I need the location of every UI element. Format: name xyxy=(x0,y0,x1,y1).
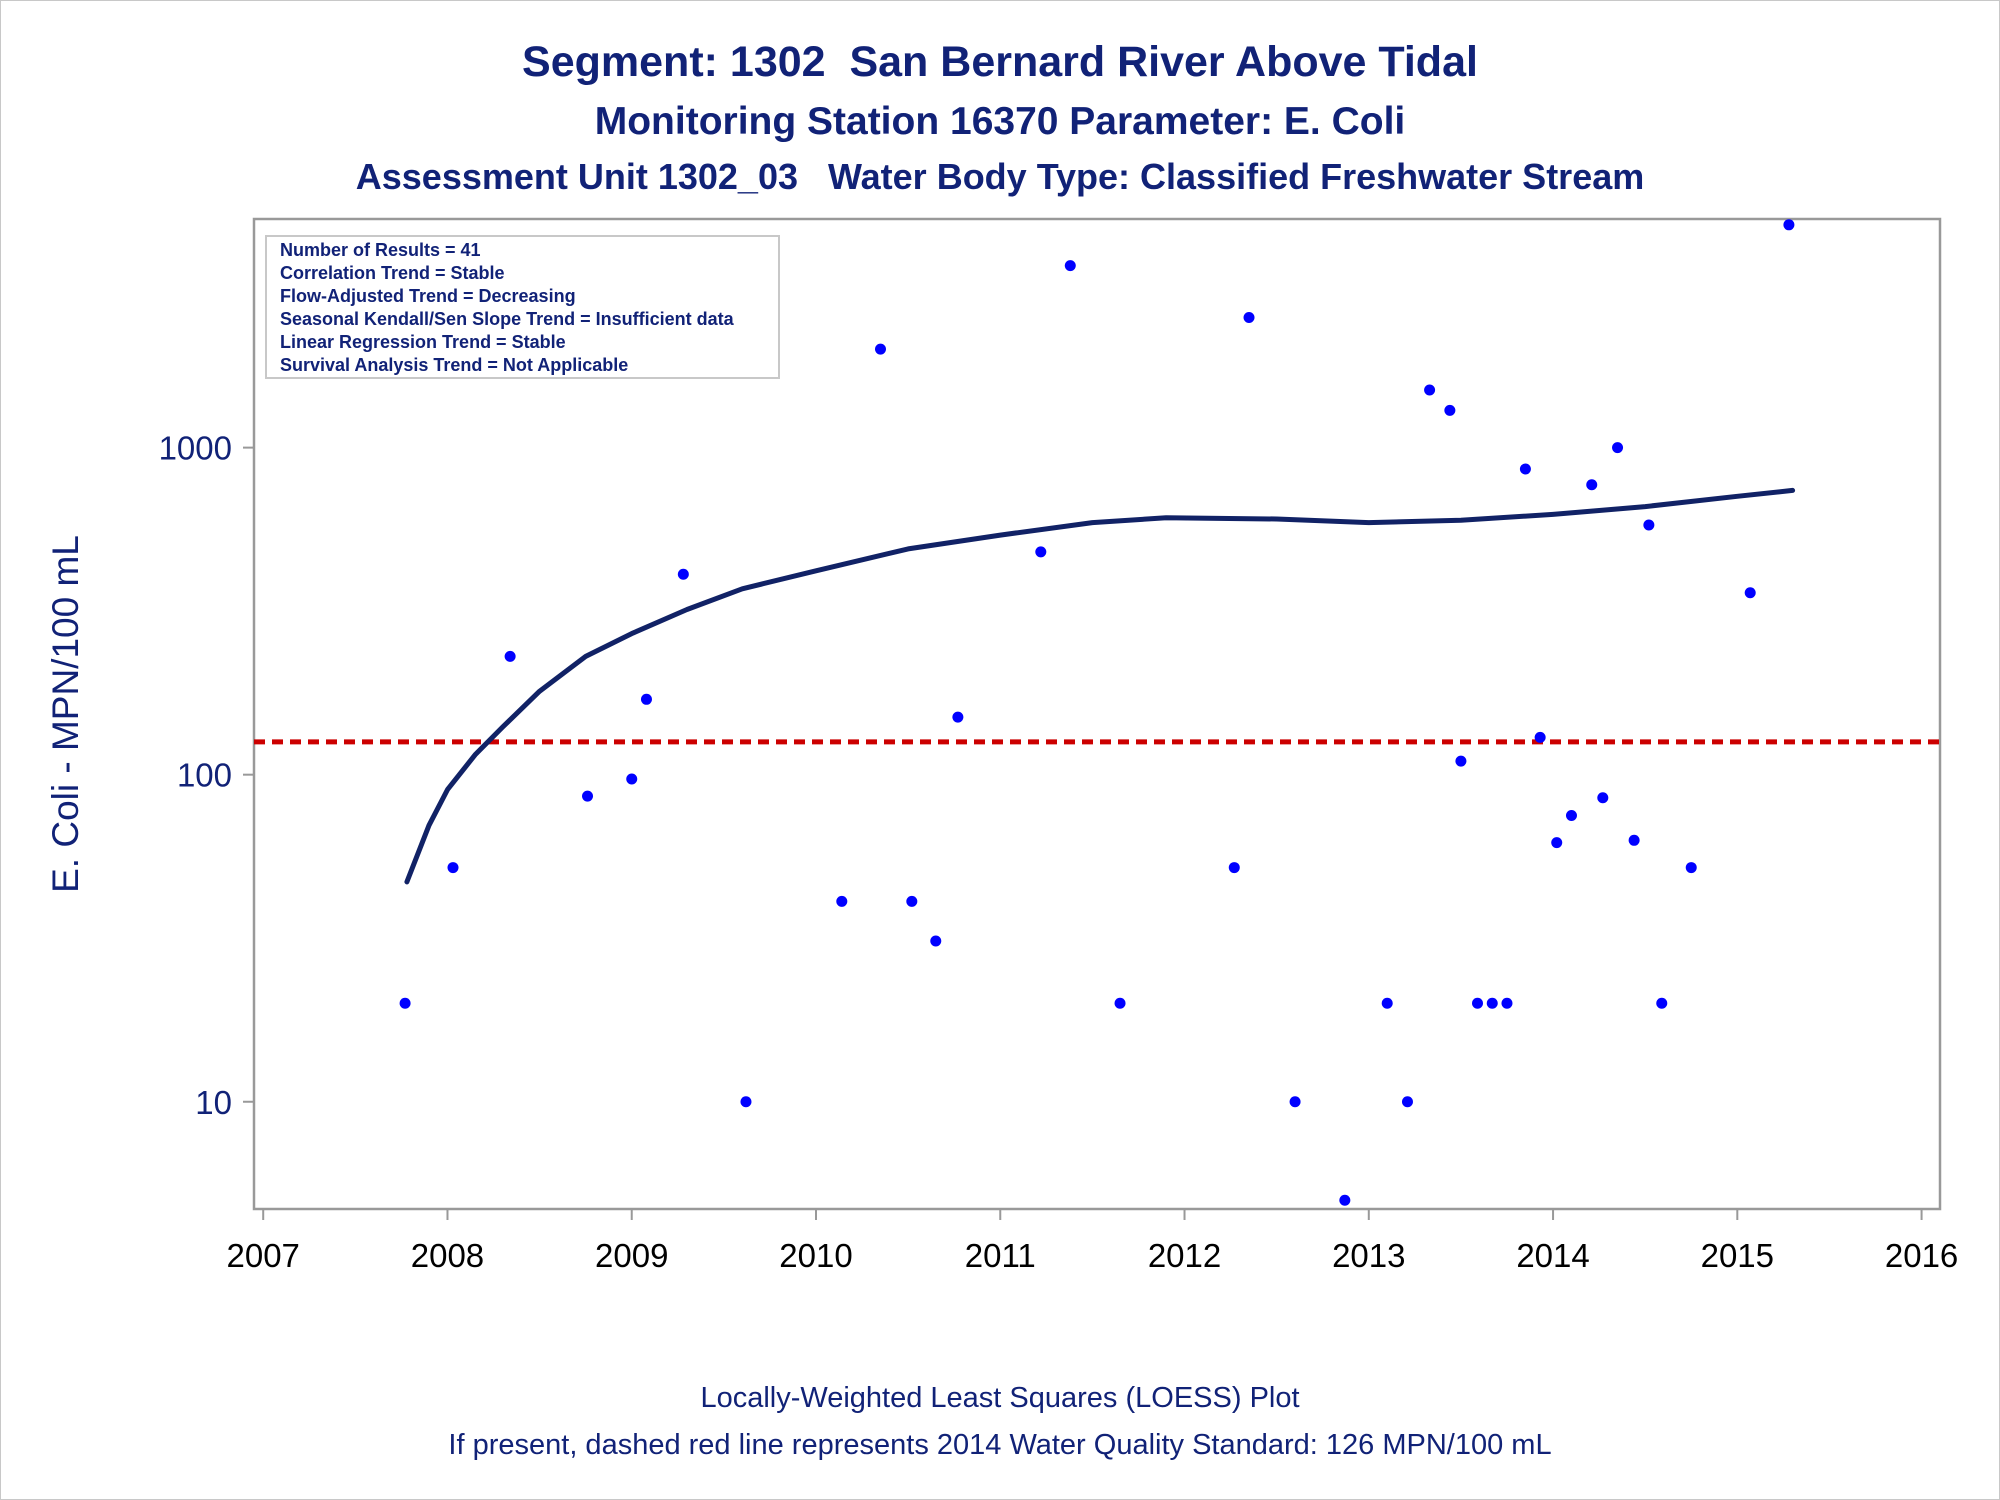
stats-box xyxy=(265,235,780,379)
data-point xyxy=(874,343,886,355)
stats-box-line: Number of Results = 41 xyxy=(280,240,481,260)
data-point xyxy=(582,790,594,802)
data-point xyxy=(1289,1096,1301,1108)
data-point xyxy=(504,650,516,662)
data-point xyxy=(1243,311,1255,323)
data-point xyxy=(1744,587,1756,599)
y-tick-label: 100 xyxy=(177,757,232,794)
data-point xyxy=(930,935,942,947)
data-point xyxy=(447,862,459,874)
y-tick-label: 10 xyxy=(195,1084,232,1121)
data-point xyxy=(1501,997,1513,1009)
data-point xyxy=(1064,260,1076,272)
data-point xyxy=(1444,404,1456,416)
y-tick-label: 1000 xyxy=(159,430,232,467)
data-point xyxy=(952,711,964,723)
chart-title: Segment: 1302 San Bernard River Above Ti… xyxy=(522,38,1478,86)
data-point xyxy=(1643,519,1655,531)
x-tick-label: 2011 xyxy=(965,1237,1036,1274)
data-point xyxy=(1612,442,1624,454)
data-point xyxy=(626,773,638,785)
footnote-standard: If present, dashed red line represents 2… xyxy=(448,1429,1552,1461)
x-tick-label: 2008 xyxy=(411,1237,484,1274)
data-point xyxy=(1534,731,1546,743)
stats-box-line: Correlation Trend = Stable xyxy=(280,263,505,283)
plot-layer: 2007 2008 2009 2010 2011 2012 2013 2014 2015 2016… xyxy=(45,217,1958,1274)
data-point xyxy=(1228,862,1240,874)
data-point xyxy=(1472,997,1484,1009)
chart-subtitle: Monitoring Station 16370 Parameter: E. C… xyxy=(594,100,1406,143)
data-point xyxy=(1486,997,1498,1009)
data-point xyxy=(1401,1096,1413,1108)
stats-box-line: Survival Analysis Trend = Not Applicable xyxy=(280,355,628,375)
chart-subtitle-2: Assessment Unit 1302_03 Water Body Type:… xyxy=(355,156,1645,197)
data-point xyxy=(1519,463,1531,475)
x-tick-label: 2007 xyxy=(227,1237,300,1274)
data-point xyxy=(1597,792,1609,804)
y-axis-title: E. Coli - MPN/100 mL xyxy=(45,535,86,893)
data-point xyxy=(1565,810,1577,822)
data-point xyxy=(906,895,918,907)
plot-area xyxy=(252,217,1942,1211)
x-tick-label: 2016 xyxy=(1885,1237,1958,1274)
x-tick-label: 2014 xyxy=(1516,1237,1589,1274)
stats-box-line: Flow-Adjusted Trend = Decreasing xyxy=(280,286,576,306)
loess-curve xyxy=(404,487,1796,885)
data-point xyxy=(1339,1194,1351,1206)
stats-box-line: Linear Regression Trend = Stable xyxy=(280,332,566,352)
data-point xyxy=(1685,862,1697,874)
stats-box-line: Seasonal Kendall/Sen Slope Trend = Insuf… xyxy=(280,309,735,329)
data-point xyxy=(1586,479,1598,491)
x-tick-label: 2015 xyxy=(1701,1237,1774,1274)
data-point xyxy=(1628,834,1640,846)
data-point xyxy=(1656,997,1668,1009)
data-point xyxy=(1455,755,1467,767)
data-point xyxy=(1551,837,1563,849)
data-point xyxy=(677,568,689,580)
data-point xyxy=(1381,997,1393,1009)
x-tick-label: 2010 xyxy=(779,1237,852,1274)
data-point xyxy=(836,895,848,907)
x-tick-label: 2012 xyxy=(1148,1237,1221,1274)
x-tick-label: 2009 xyxy=(595,1237,668,1274)
data-point xyxy=(740,1096,752,1108)
data-point xyxy=(1424,384,1436,396)
data-point xyxy=(1114,997,1126,1009)
data-point xyxy=(399,997,411,1009)
data-point xyxy=(640,693,652,705)
data-point xyxy=(1783,219,1795,231)
data-point xyxy=(1035,546,1047,558)
footnote-method: Locally-Weighted Least Squares (LOESS) P… xyxy=(700,1382,1300,1414)
x-tick-label: 2013 xyxy=(1332,1237,1405,1274)
